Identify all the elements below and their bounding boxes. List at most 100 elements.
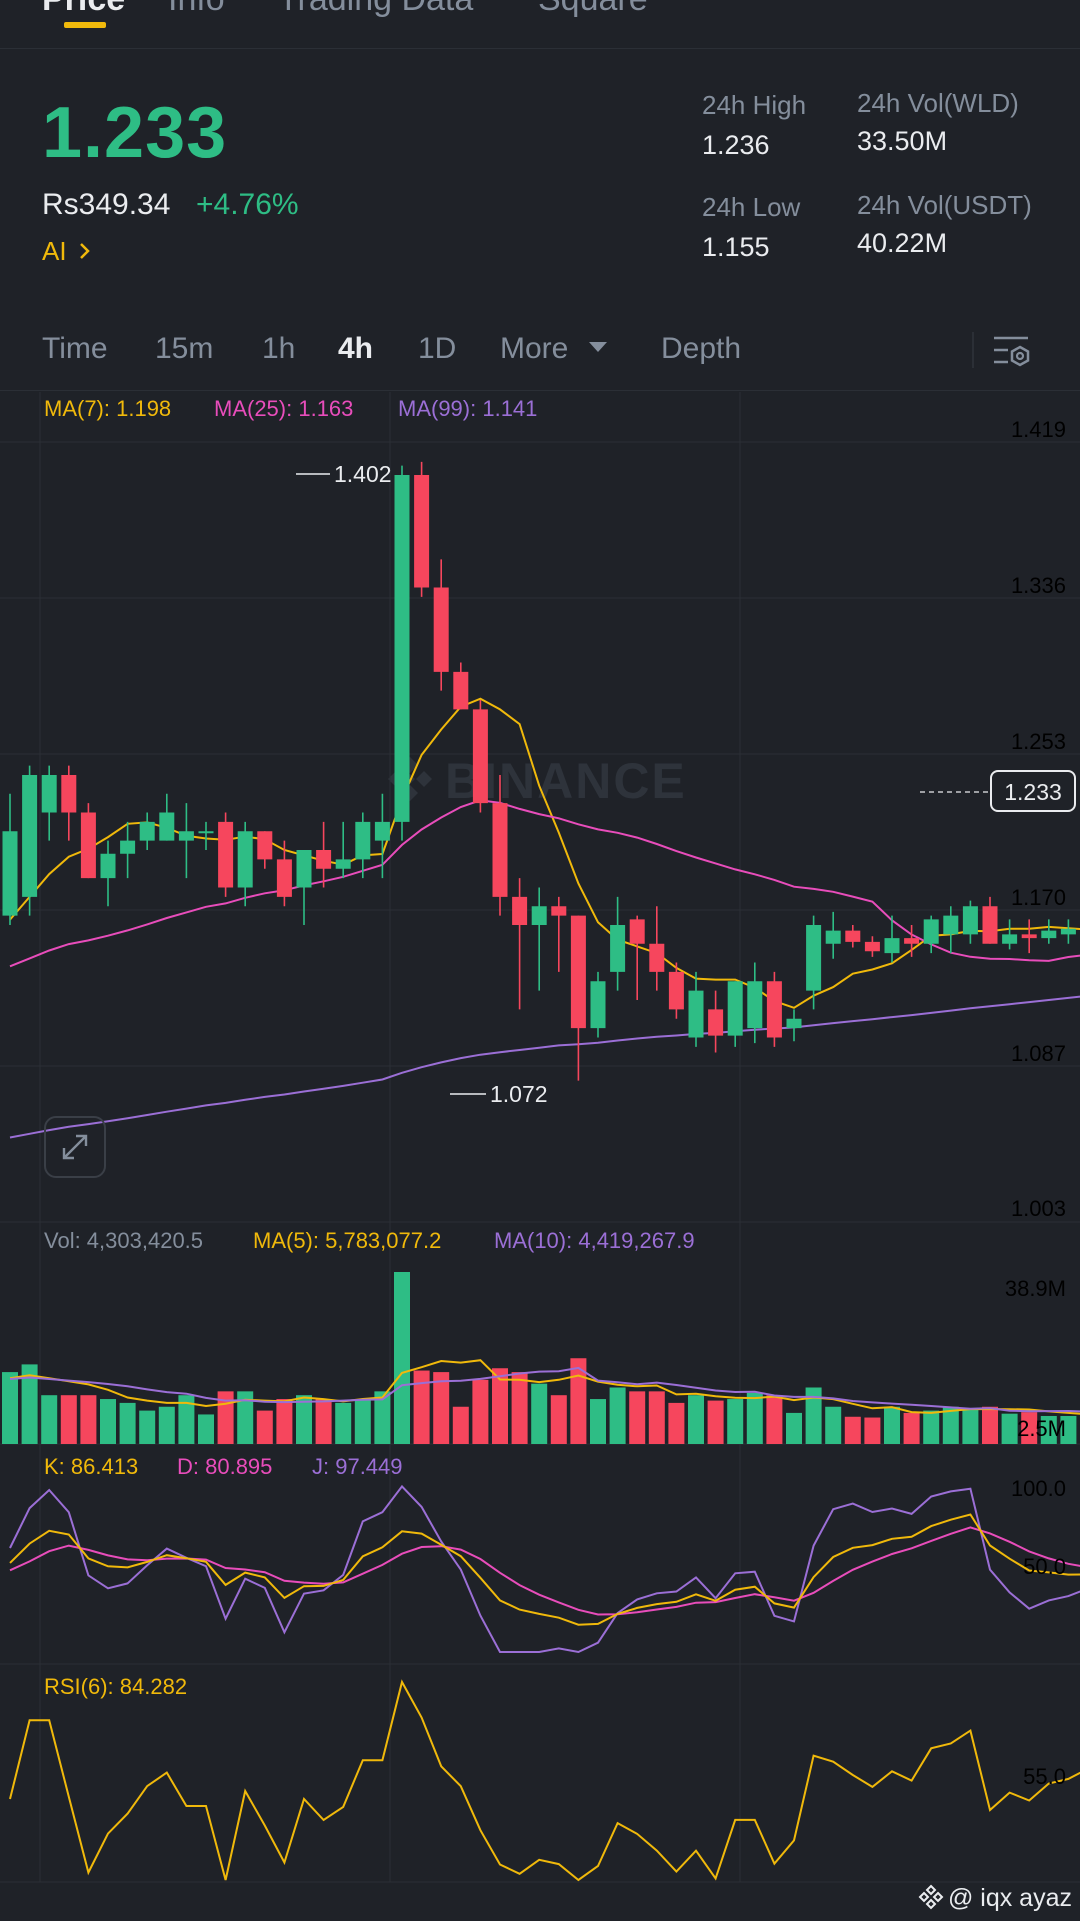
candle-body xyxy=(316,850,332,869)
volume-bar xyxy=(158,1406,175,1444)
kline-chart[interactable]: MA(7): 1.198 MA(25): 1.163 MA(99): 1.141… xyxy=(0,392,1080,1902)
tf-4h[interactable]: 4h xyxy=(338,332,374,365)
volume-bar xyxy=(864,1417,881,1444)
credit-text: @ iqx ayaz xyxy=(947,1884,1072,1912)
volume-bar xyxy=(590,1399,606,1444)
volume-bar xyxy=(903,1412,920,1444)
volume-bar xyxy=(433,1372,450,1444)
kdj-k-label: K: 86.413 xyxy=(44,1454,138,1479)
volume-bar xyxy=(511,1372,528,1444)
chart-grid xyxy=(0,392,1080,1883)
rsi-line xyxy=(9,1679,1080,1882)
candle-body xyxy=(374,821,390,841)
candle-body xyxy=(394,475,410,822)
candle-body xyxy=(1060,928,1076,935)
candle-body xyxy=(198,831,214,834)
candlesticks xyxy=(2,461,1076,1081)
high-annotation: 1.402 xyxy=(334,461,392,487)
candle-body xyxy=(1021,934,1037,939)
volume-bar xyxy=(1060,1415,1077,1444)
candle-body xyxy=(864,941,880,952)
tf-time[interactable]: Time xyxy=(42,332,108,365)
candle-body xyxy=(492,803,508,897)
tf-more-label: More xyxy=(500,332,569,365)
ma25-line xyxy=(9,799,1080,968)
price-tick: 1.253 xyxy=(1011,729,1066,754)
candle-body xyxy=(1002,934,1018,944)
timeframe-toolbar: Time 15m 1h 4h 1D More Depth xyxy=(0,320,1080,391)
volume-bar xyxy=(707,1400,724,1444)
tab-square[interactable]: Square xyxy=(538,0,648,19)
volume-label: Vol: 4,303,420.5 xyxy=(44,1228,203,1253)
volume-bar xyxy=(60,1395,77,1444)
candle-body xyxy=(22,775,38,897)
expand-icon xyxy=(62,1134,88,1160)
volume-bar xyxy=(452,1406,469,1444)
candle-body xyxy=(120,840,136,854)
volume-ma5-line xyxy=(9,1359,1080,1415)
volume-bar xyxy=(844,1416,861,1444)
candle-body xyxy=(845,930,861,942)
volume-bars xyxy=(2,1272,1080,1444)
candle-body xyxy=(747,981,763,1029)
candle-body xyxy=(2,831,18,916)
volume-bar xyxy=(570,1358,587,1444)
candle-body xyxy=(806,925,822,991)
tf-more[interactable]: More xyxy=(500,332,609,366)
tab-info[interactable]: Info xyxy=(168,0,225,19)
candle-body xyxy=(943,915,959,935)
volume-bar xyxy=(982,1406,998,1444)
volume-bar xyxy=(531,1383,548,1444)
volume-bar xyxy=(766,1395,783,1444)
volume-bar xyxy=(119,1402,136,1444)
volume-bar xyxy=(335,1402,352,1444)
tab-trading-data[interactable]: Trading Data xyxy=(278,0,473,19)
tf-15m[interactable]: 15m xyxy=(155,332,214,365)
credit: @ iqx ayaz xyxy=(918,1884,1072,1913)
candle-body xyxy=(962,906,978,935)
candle-body xyxy=(570,915,586,1029)
volume-bar xyxy=(2,1372,18,1444)
candle-body xyxy=(178,831,194,841)
volume-bar xyxy=(296,1395,312,1444)
ai-link[interactable]: AI xyxy=(42,236,92,267)
volume-bar xyxy=(100,1399,116,1444)
volume-bar xyxy=(942,1406,959,1444)
low-value: 1.155 xyxy=(702,232,770,262)
tf-1d[interactable]: 1D xyxy=(418,332,457,365)
tf-1h[interactable]: 1h xyxy=(262,332,296,365)
ma99-line xyxy=(9,995,1080,1139)
kdj-tick: 100.0 xyxy=(1011,1476,1066,1501)
tf-depth[interactable]: Depth xyxy=(661,332,742,365)
kdj-j-line xyxy=(9,1484,1080,1654)
volume-bar xyxy=(609,1387,626,1444)
volume-bar xyxy=(41,1395,58,1444)
volume-bar xyxy=(884,1406,900,1444)
candle-body xyxy=(80,812,96,879)
kdj-j-label: J: 97.449 xyxy=(312,1454,403,1479)
rsi-label: RSI(6): 84.282 xyxy=(44,1674,187,1699)
candle-body xyxy=(218,821,234,888)
fullscreen-button[interactable] xyxy=(44,1116,106,1178)
ma25-label: MA(25): 1.163 xyxy=(214,396,353,421)
current-price-badge[interactable]: 1.233 xyxy=(990,770,1076,812)
volume-bar xyxy=(21,1364,38,1444)
tab-price[interactable]: Price xyxy=(42,0,125,19)
candle-body xyxy=(551,906,567,916)
volume-bar xyxy=(237,1391,254,1444)
volume-bar xyxy=(354,1399,371,1444)
oscillator-lines xyxy=(9,1484,1080,1882)
candle-body xyxy=(159,812,175,841)
volume-bar xyxy=(1040,1415,1057,1444)
candle-body xyxy=(296,850,312,888)
price-change-percent: +4.76% xyxy=(196,188,299,221)
volume-bar xyxy=(374,1391,391,1444)
candle-body xyxy=(453,671,469,710)
kdj-d-line xyxy=(9,1526,1080,1616)
candle-body xyxy=(825,930,841,944)
candle-body xyxy=(923,919,939,944)
ma7-line xyxy=(9,697,1080,1009)
volume-bar xyxy=(139,1410,156,1444)
candle-body xyxy=(512,896,528,925)
indicator-settings-icon[interactable] xyxy=(990,330,1034,374)
